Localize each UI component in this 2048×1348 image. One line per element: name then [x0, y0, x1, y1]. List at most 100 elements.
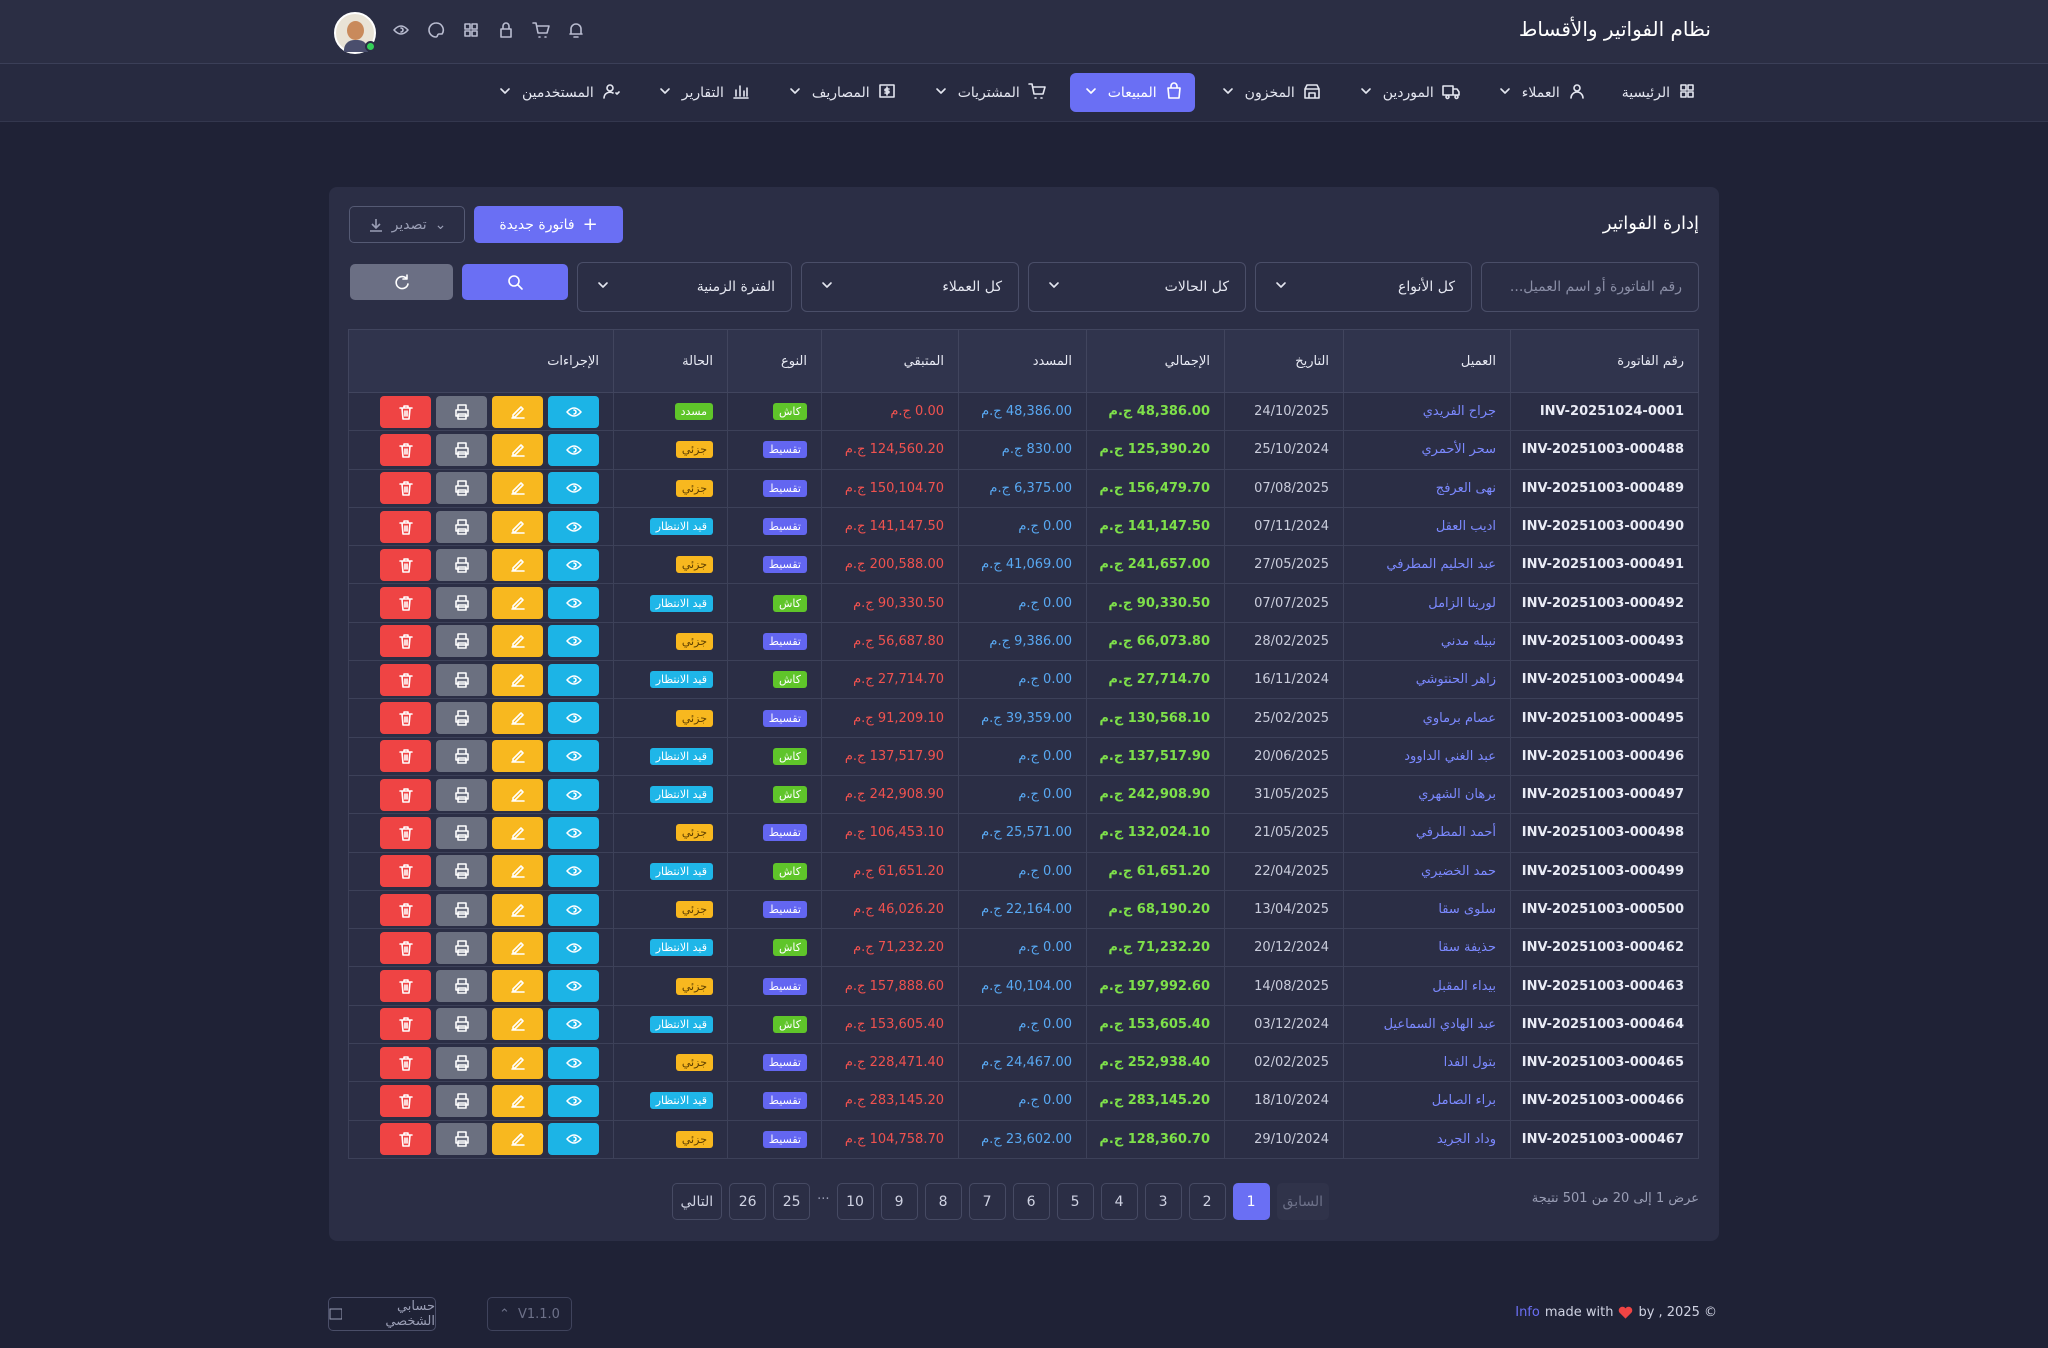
page-button[interactable]: 10 [836, 1183, 874, 1220]
next-button[interactable]: التالي [671, 1183, 723, 1220]
top-icon[interactable] [392, 21, 410, 43]
avatar[interactable] [334, 12, 376, 54]
action-button[interactable] [380, 893, 431, 926]
action-button[interactable] [380, 1008, 431, 1041]
action-button[interactable] [492, 816, 543, 849]
action-button[interactable] [492, 1123, 543, 1156]
version-button[interactable]: ⌃ V1.1.0 [487, 1297, 572, 1331]
action-button[interactable] [548, 1084, 599, 1117]
client-name[interactable]: بيداء المقبل [1432, 978, 1496, 994]
client-name[interactable]: زاهر الحنتوشي [1415, 672, 1496, 688]
client-name[interactable]: سلوى سقا [1438, 902, 1496, 917]
nav-item[interactable]: المستخدمين [484, 73, 632, 112]
action-button[interactable] [436, 472, 487, 505]
action-button[interactable] [380, 587, 431, 620]
action-button[interactable] [380, 1123, 431, 1156]
page-button[interactable]: 3 [1144, 1183, 1182, 1220]
action-button[interactable] [380, 931, 431, 964]
page-button[interactable]: 8 [924, 1183, 962, 1220]
action-button[interactable] [380, 625, 431, 658]
top-icon[interactable] [497, 21, 515, 43]
top-icon[interactable] [532, 21, 550, 43]
nav-item[interactable]: المصاريف [774, 73, 908, 112]
action-button[interactable] [380, 510, 431, 543]
action-button[interactable] [492, 1046, 543, 1079]
prev-button[interactable]: السابق [1276, 1183, 1329, 1220]
top-icon[interactable] [462, 21, 480, 43]
action-button[interactable] [492, 433, 543, 466]
action-button[interactable] [436, 625, 487, 658]
action-button[interactable] [492, 625, 543, 658]
client-name[interactable]: سحر الأحمري [1421, 442, 1496, 458]
client-name[interactable]: اديب العقل [1435, 519, 1496, 535]
action-button[interactable] [436, 1084, 487, 1117]
client-name[interactable]: براء الصامل [1431, 1093, 1496, 1109]
action-button[interactable] [436, 433, 487, 466]
nav-item[interactable]: المبيعات [1069, 73, 1195, 112]
client-name[interactable]: عصام برماوي [1422, 710, 1496, 726]
page-button[interactable]: 7 [968, 1183, 1006, 1220]
action-button[interactable] [548, 855, 599, 888]
action-button[interactable] [436, 893, 487, 926]
client-name[interactable]: أحمد المطرفي [1415, 825, 1496, 841]
export-button[interactable]: ⌄ تصدير [349, 206, 465, 243]
nav-item[interactable]: العملاء [1484, 73, 1598, 112]
action-button[interactable] [380, 778, 431, 811]
action-button[interactable] [492, 931, 543, 964]
action-button[interactable] [380, 855, 431, 888]
action-button[interactable] [492, 663, 543, 696]
reset-button[interactable] [350, 264, 453, 300]
nav-item[interactable]: المشتريات [920, 73, 1058, 112]
client-name[interactable]: نهى العرفج [1435, 480, 1496, 496]
action-button[interactable] [492, 472, 543, 505]
client-name[interactable]: وداد الجريد [1436, 1131, 1496, 1147]
action-button[interactable] [380, 702, 431, 735]
page-button[interactable]: 26 [729, 1183, 767, 1220]
account-button[interactable]: حسابي الشخصي [328, 1297, 436, 1331]
client-name[interactable]: حمد الخضيري [1420, 863, 1496, 879]
top-icon[interactable] [567, 21, 585, 43]
nav-item[interactable]: التقارير [644, 73, 762, 112]
page-button[interactable]: 4 [1100, 1183, 1138, 1220]
action-button[interactable] [436, 587, 487, 620]
action-button[interactable] [436, 663, 487, 696]
action-button[interactable] [436, 1123, 487, 1156]
action-button[interactable] [548, 893, 599, 926]
action-button[interactable] [492, 510, 543, 543]
filter-select[interactable]: كل الحالات [1028, 262, 1246, 312]
page-button[interactable]: 2 [1188, 1183, 1226, 1220]
client-name[interactable]: عبد الحليم المطرفي [1386, 557, 1496, 573]
action-button[interactable] [380, 395, 431, 428]
filter-select[interactable]: كل الأنواع [1255, 262, 1472, 312]
action-button[interactable] [380, 970, 431, 1003]
action-button[interactable] [492, 970, 543, 1003]
action-button[interactable] [436, 931, 487, 964]
nav-item[interactable]: الموردين [1345, 73, 1472, 112]
action-button[interactable] [436, 702, 487, 735]
client-name[interactable]: جراح الفريدي [1422, 404, 1496, 420]
action-button[interactable] [492, 893, 543, 926]
action-button[interactable] [436, 510, 487, 543]
client-name[interactable]: لورينا الزامل [1428, 595, 1496, 611]
action-button[interactable] [492, 855, 543, 888]
action-button[interactable] [492, 548, 543, 581]
action-button[interactable] [436, 855, 487, 888]
action-button[interactable] [548, 1123, 599, 1156]
action-button[interactable] [436, 970, 487, 1003]
action-button[interactable] [548, 663, 599, 696]
client-name[interactable]: عبد الغني الداوود [1404, 748, 1496, 764]
search-input[interactable]: رقم الفاتورة أو اسم العميل... [1481, 262, 1699, 312]
action-button[interactable] [436, 778, 487, 811]
action-button[interactable] [436, 395, 487, 428]
footer-link[interactable]: Info [1515, 1305, 1540, 1320]
filter-select[interactable]: كل العملاء [801, 262, 1019, 312]
action-button[interactable] [548, 472, 599, 505]
client-name[interactable]: برهان الشهري [1418, 787, 1496, 803]
action-button[interactable] [436, 1008, 487, 1041]
client-name[interactable]: نبيله مدني [1440, 633, 1496, 649]
action-button[interactable] [492, 1084, 543, 1117]
action-button[interactable] [380, 740, 431, 773]
filter-select[interactable]: الفترة الزمنية [577, 262, 792, 312]
action-button[interactable] [548, 395, 599, 428]
new-invoice-button[interactable]: + فاتورة جديدة [474, 206, 623, 243]
